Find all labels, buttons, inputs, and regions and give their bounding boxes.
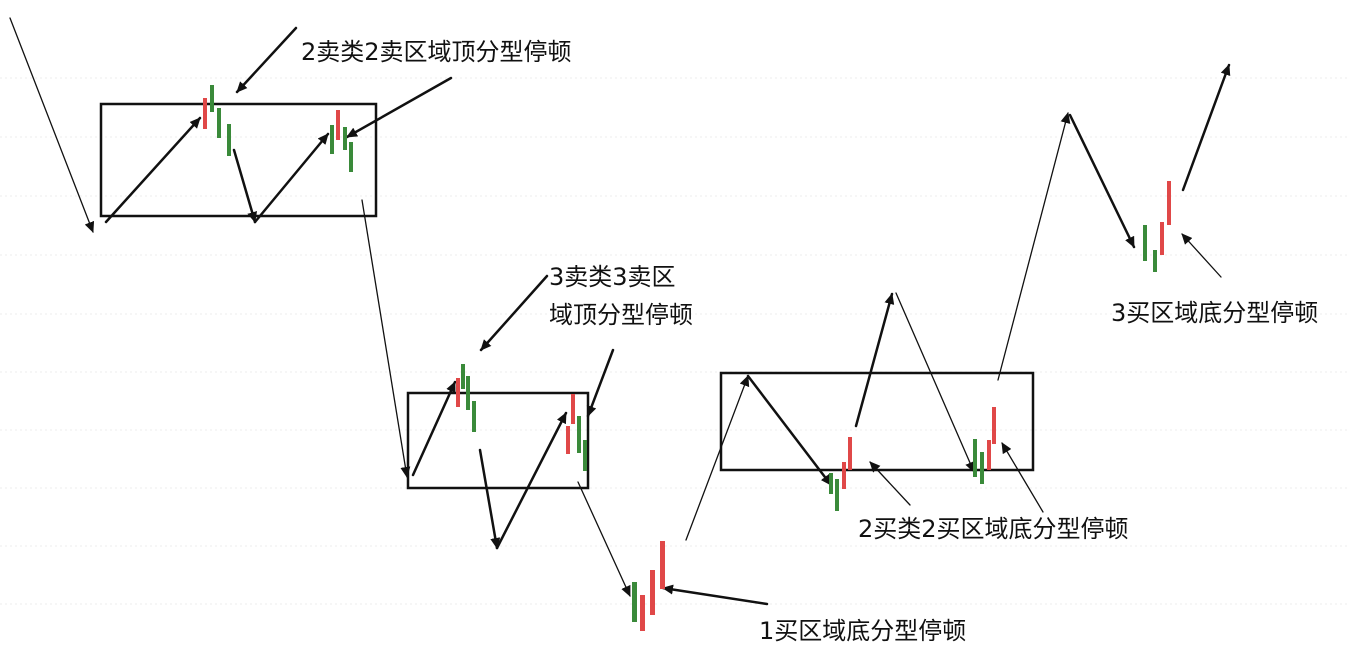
pointer-sell3-right [586, 348, 615, 418]
candle-down [1143, 225, 1147, 261]
candle-down [835, 479, 839, 511]
label-buy3: 3买区域底分型停顿 [1111, 299, 1318, 327]
candle-down [980, 452, 984, 484]
background-grid [0, 77, 1348, 605]
label-sell3-line1: 3卖类3卖区 [549, 263, 676, 291]
pointer-sell2-top [235, 26, 298, 94]
candle-up [566, 426, 570, 454]
candle-up [456, 378, 460, 407]
candle-down [577, 416, 581, 453]
path-seg [495, 411, 568, 550]
candle-up [842, 462, 846, 489]
candle-down [472, 401, 476, 432]
path-seg [253, 132, 330, 224]
candle-down [217, 108, 221, 138]
pointer-sell3-top [479, 274, 549, 352]
price-path [9, 17, 1231, 597]
pointer-sell2-right [345, 76, 453, 139]
path-seg [685, 375, 750, 541]
path-seg [232, 148, 257, 224]
path-seg [1068, 113, 1136, 249]
candle-up [650, 570, 655, 615]
candle-up [640, 595, 645, 631]
candle-up [571, 394, 575, 424]
path-seg [478, 448, 501, 550]
candle-down [210, 85, 214, 112]
label-sell3-line2: 域顶分型停顿 [549, 301, 693, 329]
candle-down [632, 582, 637, 622]
candle-down [349, 142, 353, 172]
candlesticks [203, 85, 1171, 631]
candle-up [848, 437, 852, 470]
path-seg [9, 17, 95, 233]
candle-up [203, 98, 207, 129]
path-seg [1181, 63, 1231, 192]
candle-down [466, 376, 470, 410]
path-seg [854, 292, 895, 428]
candle-down [1153, 250, 1157, 272]
path-seg [895, 292, 975, 473]
candle-up [660, 541, 665, 589]
path-seg [411, 380, 457, 477]
zone-box-middle [406, 391, 590, 490]
path-seg [997, 112, 1071, 381]
candle-down [343, 127, 347, 150]
path-seg [746, 374, 833, 487]
path-seg [104, 116, 202, 224]
candle-up [336, 110, 340, 140]
zone-box-right [719, 371, 1035, 472]
candle-up [1167, 181, 1171, 225]
pointer-buy2-left [869, 461, 911, 506]
pointer-buy1 [661, 584, 769, 606]
pointer-buy2-right [1001, 442, 1044, 513]
pointer-buy3 [1181, 233, 1222, 278]
annotation-pointers [235, 26, 1222, 606]
candle-down [583, 440, 587, 471]
candle-down [330, 125, 334, 154]
label-buy2: 2买类2买区域底分型停顿 [858, 515, 1129, 543]
candle-up [992, 407, 996, 444]
candle-down [973, 439, 977, 477]
candle-down [461, 364, 465, 389]
label-sell2: 2卖类2卖区域顶分型停顿 [301, 38, 572, 66]
candle-up [1160, 222, 1164, 255]
candle-up [987, 440, 991, 470]
candle-down [227, 124, 231, 156]
zone-box-upper-left [99, 102, 378, 218]
path-seg [361, 199, 411, 478]
candle-down [829, 473, 833, 494]
path-seg [577, 481, 631, 597]
label-buy1: 1买区域底分型停顿 [759, 617, 966, 645]
